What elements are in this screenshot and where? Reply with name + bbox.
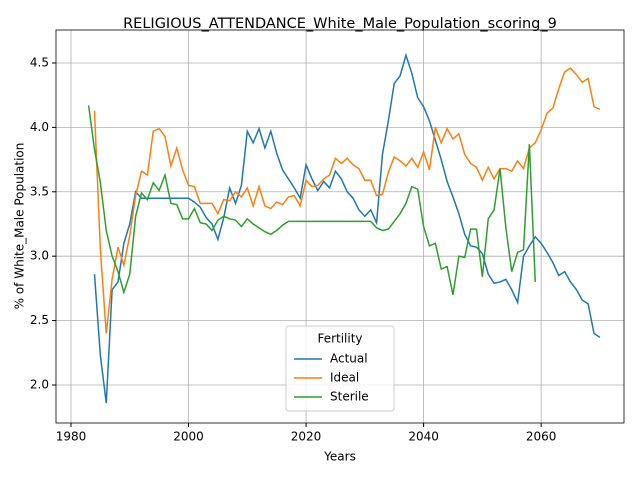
x-tick-label: 2040 [408, 430, 439, 444]
legend: Fertility Actual Ideal Sterile [285, 325, 395, 412]
y-tick-label: 4.0 [30, 120, 49, 134]
x-axis-label: Years [323, 450, 356, 464]
y-tick-label: 2.0 [30, 378, 49, 392]
x-tick-label: 2020 [291, 430, 322, 444]
legend-label: Ideal [330, 371, 359, 385]
legend-title: Fertility [317, 332, 362, 346]
line-series [93, 67, 601, 334]
legend-label: Actual [330, 352, 368, 366]
y-tick-label: 2.5 [30, 313, 49, 327]
line-series [87, 105, 537, 295]
plot-frame [55, 29, 625, 424]
y-tick-label: 4.5 [30, 55, 49, 69]
x-tick-label: 2060 [526, 430, 557, 444]
legend-box [285, 325, 395, 412]
legend-label: Sterile [330, 390, 369, 404]
line-series [93, 52, 601, 404]
x-tick-label: 2000 [173, 430, 204, 444]
y-tick-label: 3.0 [30, 249, 49, 263]
x-tick-label: 1980 [56, 430, 87, 444]
y-axis-label: % of White_Male Population [13, 143, 27, 310]
y-tick-label: 3.5 [30, 184, 49, 198]
chart-title: RELIGIOUS_ATTENDANCE_White_Male_Populati… [123, 16, 557, 32]
